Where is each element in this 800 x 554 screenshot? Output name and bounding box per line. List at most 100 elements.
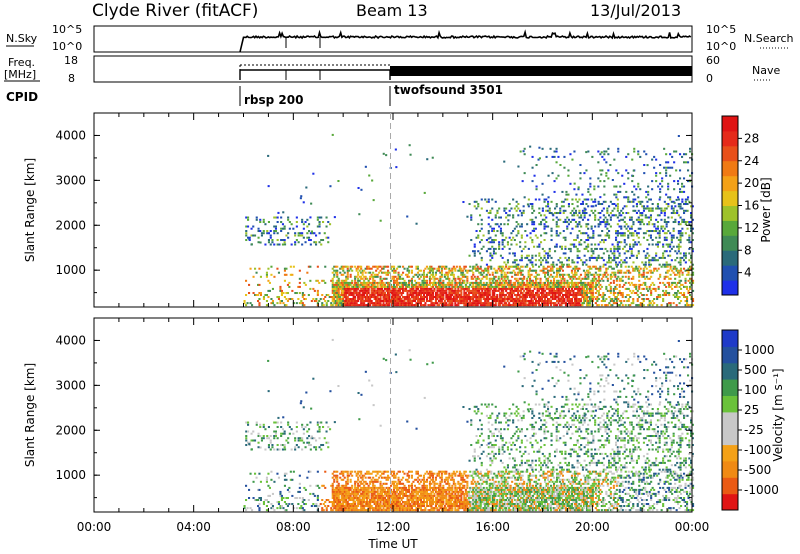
power-cell: [295, 221, 298, 224]
power-cell: [583, 232, 586, 235]
power-cell: [690, 214, 693, 217]
velocity-cell: [257, 499, 260, 502]
power-cell: [410, 281, 413, 284]
power-cell: [578, 223, 581, 226]
power-cell: [635, 283, 638, 286]
power-cell: [638, 279, 641, 282]
velocity-cell: [321, 484, 324, 487]
power-cell: [352, 289, 355, 292]
power-cell: [288, 298, 291, 301]
power-cell: [494, 296, 497, 299]
power-cell: [448, 287, 451, 290]
power-cell: [548, 269, 551, 272]
power-cell: [659, 281, 662, 284]
power-cell: [440, 271, 443, 274]
power-cell: [588, 285, 591, 288]
power-cell: [616, 223, 619, 226]
power-cell: [333, 289, 336, 292]
power-cell: [544, 300, 547, 303]
power-cell: [637, 227, 640, 230]
power-cell: [667, 188, 670, 191]
power-cell: [588, 265, 591, 268]
power-cell: [367, 289, 370, 292]
power-cell: [594, 243, 597, 246]
power-cell: [336, 281, 339, 284]
power-cell: [581, 209, 584, 212]
nsky-label: N.Sky: [6, 32, 38, 45]
velocity-cell: [337, 501, 340, 504]
power-cell: [622, 261, 625, 264]
power-cell: [518, 283, 521, 286]
power-cell: [642, 294, 645, 297]
power-cell: [364, 271, 367, 274]
power-cell: [267, 154, 270, 157]
power-cell: [540, 223, 543, 226]
power-cell: [676, 256, 679, 259]
power-cell: [642, 287, 645, 290]
power-cell: [545, 221, 548, 224]
power-cell: [679, 207, 682, 210]
power-cell: [613, 193, 616, 196]
power-cell: [287, 236, 290, 239]
power-cell: [422, 281, 425, 284]
power-cell: [605, 269, 608, 272]
power-cell: [442, 265, 445, 268]
velocity-cell: [346, 497, 349, 500]
power-cell: [473, 302, 476, 305]
power-cell: [564, 296, 567, 299]
power-cell: [574, 212, 577, 215]
power-ytick-label: 3000: [55, 173, 86, 187]
power-cell: [555, 161, 558, 164]
power-cell: [464, 287, 467, 290]
power-cell: [576, 302, 579, 305]
power-cell: [638, 304, 641, 307]
power-cell: [597, 161, 600, 164]
power-cell: [681, 234, 684, 237]
power-cell: [601, 239, 604, 242]
power-cell: [458, 277, 461, 280]
power-cell: [594, 200, 597, 203]
power-cell: [292, 265, 295, 268]
power-cell: [451, 292, 454, 295]
velocity-cell: [270, 507, 273, 510]
power-cell: [609, 164, 612, 167]
power-cell: [454, 298, 457, 301]
power-cell: [620, 292, 623, 295]
power-cell: [509, 287, 512, 290]
power-cell: [681, 198, 684, 201]
power-cell: [611, 267, 614, 270]
power-cell: [484, 283, 487, 286]
power-cell: [254, 294, 257, 297]
power-cell: [616, 205, 619, 208]
power-cell: [594, 247, 597, 250]
power-cell: [349, 292, 352, 295]
velocity-cell: [325, 507, 328, 510]
power-cell: [555, 232, 558, 235]
power-cell: [264, 243, 267, 246]
power-cell: [430, 294, 433, 297]
power-cell: [691, 250, 694, 253]
velocity-cell: [337, 488, 340, 491]
power-cell: [672, 212, 675, 215]
power-cell: [452, 267, 455, 270]
power-cell: [660, 207, 663, 210]
power-cell: [529, 287, 532, 290]
power-cell: [496, 230, 499, 233]
power-cell: [431, 304, 434, 307]
power-cell: [396, 283, 399, 286]
power-cell: [463, 279, 466, 282]
power-cell: [633, 292, 636, 295]
power-cell: [599, 279, 602, 282]
power-cell: [506, 304, 509, 307]
velocity-cell: [336, 474, 339, 477]
power-cell: [340, 285, 343, 288]
power-cell: [481, 287, 484, 290]
velocity-cell: [313, 505, 316, 508]
power-cell: [543, 232, 546, 235]
power-cell: [531, 207, 534, 210]
power-cell: [543, 225, 546, 228]
velocity-cell: [295, 507, 298, 510]
power-cell: [454, 300, 457, 303]
power-cell: [475, 230, 478, 233]
power-cell: [599, 247, 602, 250]
